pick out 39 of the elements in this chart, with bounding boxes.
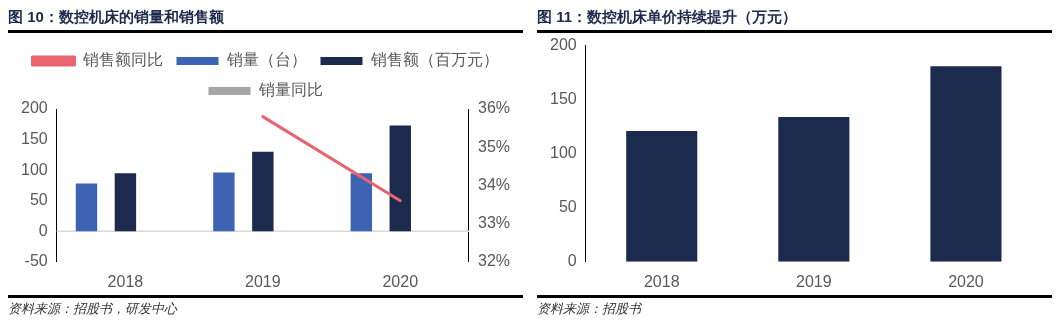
legend-label: 销售额同比 xyxy=(81,51,163,69)
y2-tick-label: 35% xyxy=(477,137,511,155)
x-tick-label: 2019 xyxy=(245,272,281,290)
x-tick-label: 2020 xyxy=(382,272,419,290)
y-tick-label: -50 xyxy=(24,252,48,270)
bar xyxy=(389,125,411,232)
bar xyxy=(626,131,698,262)
y-tick-label: 100 xyxy=(549,144,577,162)
y-tick-label: 100 xyxy=(20,160,48,178)
y2-tick-label: 33% xyxy=(477,214,511,232)
y-tick-label: 200 xyxy=(20,99,48,117)
bar xyxy=(778,116,850,262)
x-tick-label: 2020 xyxy=(948,272,984,290)
y2-tick-label: 36% xyxy=(477,99,511,117)
y-tick-label: 50 xyxy=(29,191,48,209)
y-tick-label: 50 xyxy=(558,198,577,216)
y-tick-label: 200 xyxy=(549,36,577,54)
bar xyxy=(252,151,274,232)
text: 资料来源：招股书，研发中心 xyxy=(8,300,179,318)
bar xyxy=(930,66,1002,262)
y2-tick-label: 32% xyxy=(477,252,511,270)
legend-label: 销量同比 xyxy=(257,81,323,99)
text: 资料来源：招股书 xyxy=(537,300,643,318)
y-tick-label: 150 xyxy=(549,90,577,108)
y-tick-label: 150 xyxy=(20,129,48,147)
bar xyxy=(114,173,137,232)
y-tick-label: 0 xyxy=(567,252,577,270)
y2-tick-label: 34% xyxy=(477,175,511,193)
legend-label: 销售额（百万元） xyxy=(369,51,499,69)
y-tick-label: 0 xyxy=(38,221,48,239)
bar xyxy=(75,183,98,232)
chart-title: 图 10：数控机床的销量和销售额 xyxy=(8,8,523,33)
bar xyxy=(350,173,373,232)
legend-label: 销量（台） xyxy=(225,51,307,69)
bar xyxy=(213,172,235,232)
x-tick-label: 2018 xyxy=(643,272,680,290)
x-tick-label: 2019 xyxy=(796,272,832,290)
chart-title: 图 11：数控机床单价持续提升（万元） xyxy=(537,8,1052,33)
x-tick-label: 2018 xyxy=(107,272,144,290)
